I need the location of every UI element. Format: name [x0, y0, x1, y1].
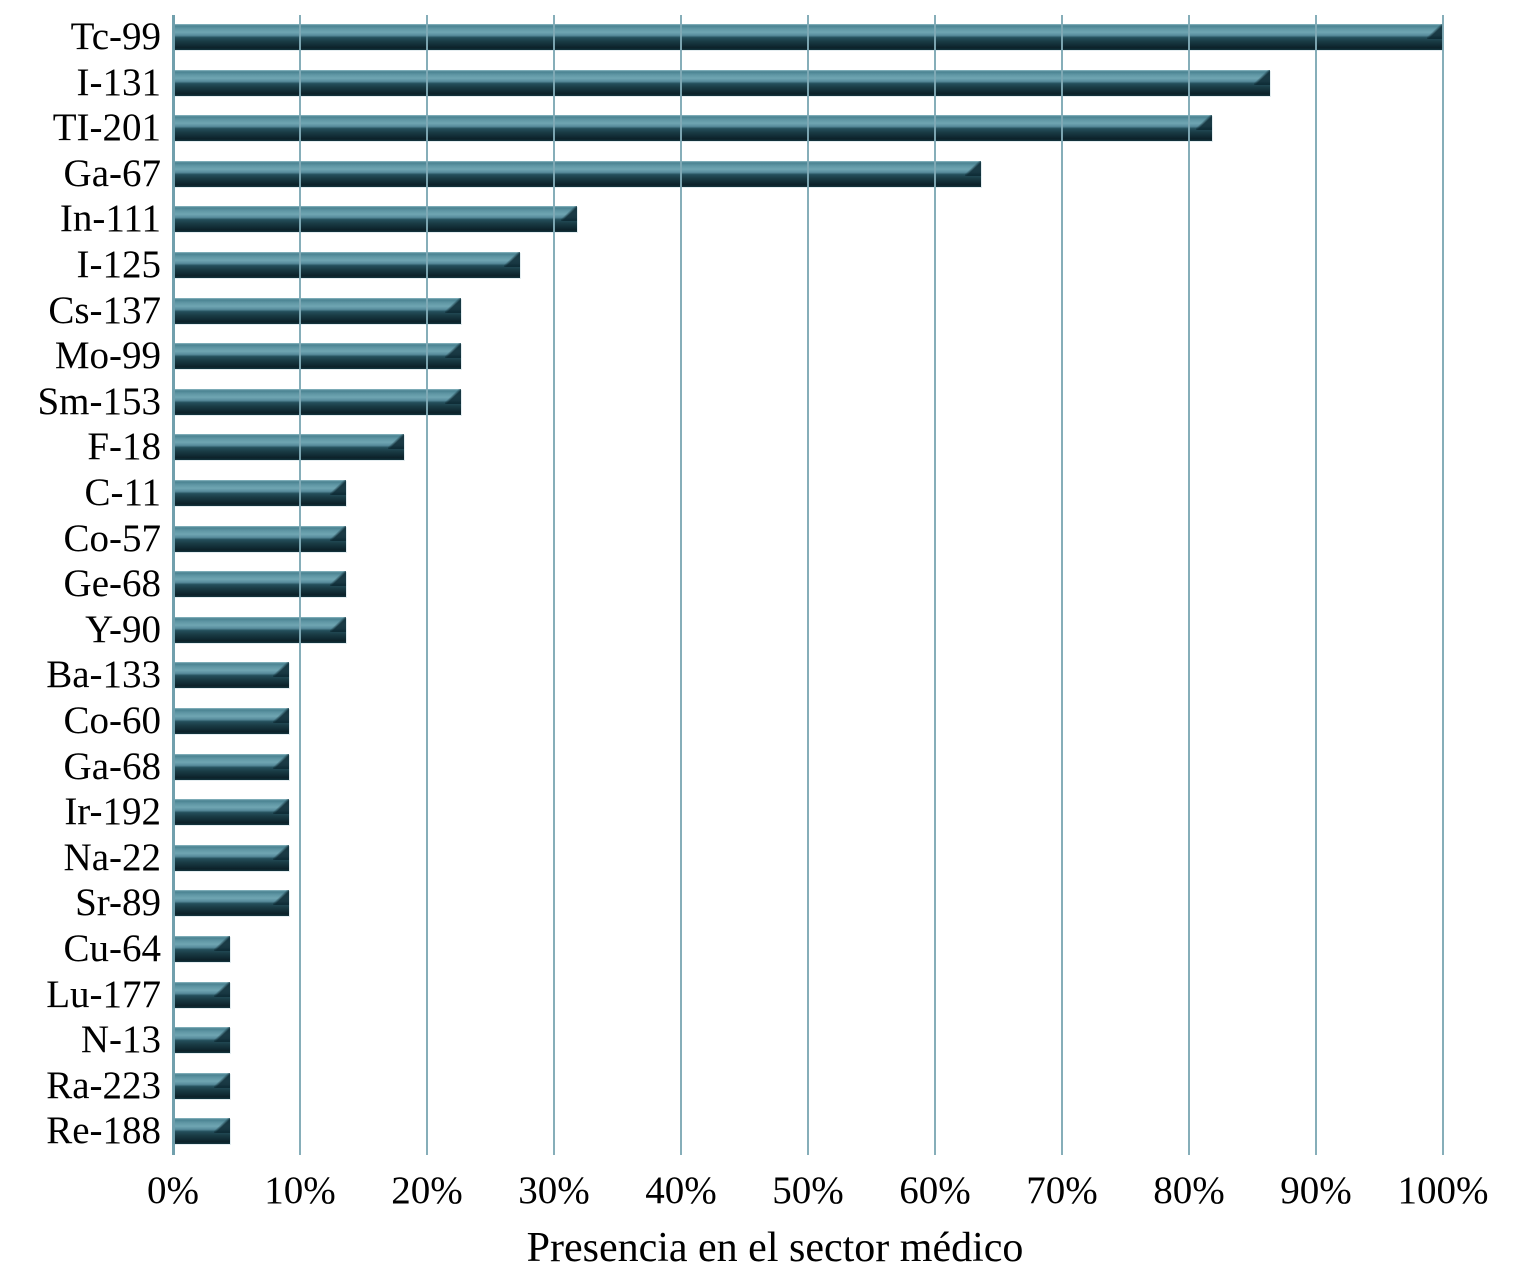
bar-sm-153 — [173, 388, 462, 415]
category-label-cs-137: Cs-137 — [48, 288, 161, 332]
x-tick-90%: 90% — [1280, 1169, 1352, 1212]
bar-cs-137 — [173, 297, 462, 324]
category-label-i-131: I-131 — [76, 60, 161, 104]
bar-mo-99 — [173, 343, 462, 370]
category-label-ti-201: TI-201 — [52, 106, 161, 150]
x-tick-0%: 0% — [147, 1169, 199, 1212]
category-label-c-11: C-11 — [84, 471, 161, 514]
gridline-80% — [1188, 15, 1190, 1155]
plot-area — [172, 15, 1445, 1155]
x-tick-100%: 100% — [1397, 1169, 1489, 1212]
bar-co-57 — [173, 525, 346, 552]
x-tick-20%: 20% — [391, 1169, 463, 1212]
category-label-sr-89: Sr-89 — [75, 881, 161, 925]
x-tick-60%: 60% — [899, 1169, 971, 1212]
category-label-ga-68: Ga-68 — [63, 744, 161, 788]
bar-cu-64 — [173, 936, 231, 962]
category-label-y-90: Y-90 — [85, 607, 161, 651]
category-label-sm-153: Sm-153 — [37, 379, 161, 423]
x-tick-50%: 50% — [772, 1169, 844, 1212]
bar-sr-89 — [173, 890, 289, 917]
bar-co-60 — [173, 708, 289, 734]
bar-f-18 — [173, 434, 405, 461]
category-label-tc-99: Tc-99 — [70, 15, 161, 58]
gridline-60% — [934, 15, 936, 1155]
category-label-mo-99: Mo-99 — [54, 334, 161, 378]
bar-c-11 — [173, 480, 346, 506]
category-label-na-22: Na-22 — [63, 835, 161, 879]
category-label-i-125: I-125 — [76, 243, 161, 286]
bar-n-13 — [173, 1027, 231, 1054]
category-label-ge-68: Ge-68 — [63, 562, 161, 606]
category-label-cu-64: Cu-64 — [63, 927, 162, 970]
bar-ga-68 — [173, 753, 289, 780]
bar-y-90 — [173, 616, 346, 643]
gridline-20% — [426, 15, 428, 1155]
gridline-40% — [680, 15, 682, 1155]
x-tick-10%: 10% — [264, 1169, 336, 1212]
gridline-30% — [553, 15, 555, 1155]
gridline-70% — [1061, 15, 1063, 1155]
bar-ba-133 — [173, 662, 289, 689]
category-label-lu-177: Lu-177 — [46, 972, 161, 1016]
x-tick-40%: 40% — [645, 1169, 717, 1212]
category-label-ir-192: Ir-192 — [64, 790, 161, 834]
category-label-in-111: In-111 — [59, 197, 161, 241]
category-label-n-13: N-13 — [80, 1018, 161, 1062]
category-label-ba-133: Ba-133 — [46, 653, 161, 697]
y-axis-line — [172, 15, 175, 1155]
category-label-ra-223: Ra-223 — [46, 1063, 161, 1107]
bar-re-188 — [173, 1118, 231, 1145]
category-label-f-18: F-18 — [87, 425, 161, 469]
gridline-10% — [299, 15, 301, 1155]
bar-ir-192 — [173, 799, 289, 826]
bar-ra-223 — [173, 1072, 231, 1099]
gridline-100% — [1442, 15, 1444, 1155]
bar-in-111 — [173, 206, 577, 233]
bar-na-22 — [173, 844, 289, 871]
category-label-co-57: Co-57 — [63, 516, 162, 560]
bar-i-125 — [173, 252, 520, 278]
bar-lu-177 — [173, 981, 231, 1008]
gridline-50% — [807, 15, 809, 1155]
category-label-ga-67: Ga-67 — [63, 151, 161, 195]
bar-ge-68 — [173, 571, 346, 598]
bar-ti-201 — [173, 115, 1212, 142]
bar-ga-67 — [173, 160, 981, 187]
x-tick-80%: 80% — [1153, 1169, 1225, 1212]
gridline-90% — [1315, 15, 1317, 1155]
x-tick-30%: 30% — [518, 1169, 590, 1212]
category-label-co-60: Co-60 — [63, 699, 162, 742]
x-axis-title: Presencia en el sector médico — [526, 1225, 1024, 1271]
bar-i-131 — [173, 69, 1271, 96]
x-tick-70%: 70% — [1026, 1169, 1098, 1212]
category-label-re-188: Re-188 — [46, 1109, 161, 1153]
